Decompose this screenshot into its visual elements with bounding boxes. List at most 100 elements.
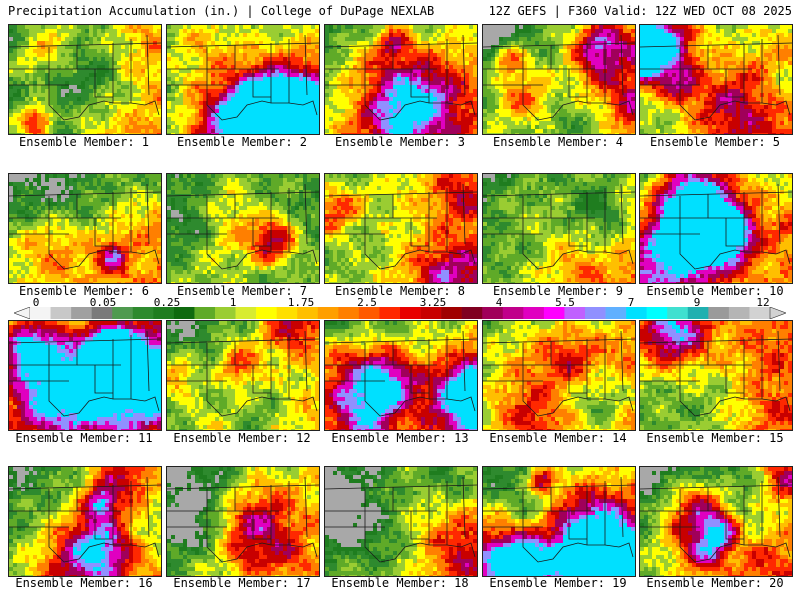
state-border-line: [304, 183, 308, 245]
ensemble-member-label: Ensemble Member: 1: [5, 135, 163, 149]
state-border-line: [252, 218, 271, 247]
state-border-line: [325, 42, 477, 48]
state-border-line: [410, 365, 429, 394]
state-border-line: [94, 69, 113, 98]
state-border-line: [206, 527, 318, 563]
precipitation-field: [483, 25, 635, 134]
legend-color-swatch: [256, 307, 277, 319]
state-border-line: [725, 511, 744, 540]
legend-tick-label: 1.75: [288, 296, 315, 309]
state-border-line: [9, 484, 161, 490]
state-border-line: [9, 191, 161, 197]
legend-tick-label: 4: [496, 296, 503, 309]
state-border-line: [206, 85, 318, 121]
legend-color-swatch: [543, 307, 565, 319]
state-border-line: [410, 511, 429, 540]
precipitation-field: [9, 467, 161, 576]
precipitation-field: [167, 321, 319, 430]
state-border-line: [167, 484, 319, 490]
ensemble-member-map: [639, 320, 793, 431]
ensemble-member-label: Ensemble Member: 5: [636, 135, 794, 149]
precipitation-field: [167, 25, 319, 134]
legend-tick-label: 7: [628, 296, 635, 309]
legend-color-swatch: [482, 307, 504, 319]
state-border-line: [640, 42, 792, 48]
state-border-line: [725, 365, 744, 394]
legend-color-swatch: [276, 307, 298, 319]
legend-tick-label: 9: [694, 296, 701, 309]
legend-color-swatch: [235, 307, 257, 319]
model-run-info: 12Z GEFS | F360 Valid: 12Z WED OCT 08 20…: [489, 4, 792, 18]
legend-color-swatch: [626, 307, 647, 319]
precipitation-field: [325, 467, 477, 576]
legend-color-swatch: [50, 307, 72, 319]
state-border-line: [725, 69, 744, 98]
map-title: Precipitation Accumulation (in.) | Colle…: [8, 4, 434, 18]
legend-color-swatch: [728, 307, 750, 319]
ensemble-member-map: [8, 173, 162, 284]
state-border-line: [146, 476, 150, 538]
ensemble-member-map: [8, 24, 162, 135]
ensemble-member-label: Ensemble Member: 11: [5, 431, 163, 445]
legend-color-swatch: [461, 307, 483, 319]
legend-color-swatch: [441, 307, 462, 319]
ensemble-member-label: Ensemble Member: 19: [479, 576, 637, 590]
legend-color-swatch: [400, 307, 421, 319]
precipitation-field: [640, 174, 792, 283]
state-border-line: [364, 85, 476, 121]
legend-color-swatch: [585, 307, 606, 319]
legend-tick-label: 1: [230, 296, 237, 309]
state-border-line: [206, 234, 318, 270]
state-border-line: [640, 484, 792, 490]
ensemble-member-label: Ensemble Member: 3: [321, 135, 479, 149]
state-border-line: [410, 69, 429, 98]
state-border-line: [94, 511, 113, 540]
precipitation-field: [325, 174, 477, 283]
state-border-line: [777, 476, 781, 538]
state-border-line: [483, 42, 635, 48]
state-border-line: [777, 34, 781, 96]
state-border-line: [94, 365, 113, 394]
precipitation-field: [9, 321, 161, 430]
legend-color-swatch: [30, 307, 51, 319]
legend-tick-label: 2.5: [357, 296, 377, 309]
legend-color-swatch: [564, 307, 586, 319]
legend-color-swatch: [523, 307, 545, 319]
legend-color-swatch: [708, 307, 730, 319]
state-border-line: [483, 191, 635, 197]
ensemble-member-label: Ensemble Member: 13: [321, 431, 479, 445]
legend-low-arrow: [14, 307, 31, 319]
legend-color-swatch: [687, 307, 709, 319]
state-border-line: [640, 338, 792, 344]
precipitation-field: [325, 25, 477, 134]
legend-color-swatch: [153, 307, 175, 319]
legend-color-swatch: [91, 307, 113, 319]
precipitation-field: [167, 467, 319, 576]
ensemble-member-label: Ensemble Member: 8: [321, 284, 479, 298]
state-border-line: [364, 234, 476, 270]
ensemble-member-label: Ensemble Member: 16: [5, 576, 163, 590]
state-border-line: [679, 381, 791, 417]
ensemble-member-map: [324, 24, 478, 135]
legend-tick-label: 3.25: [420, 296, 447, 309]
state-border-line: [304, 330, 308, 392]
state-border-line: [304, 34, 308, 96]
legend-color-swatch: [112, 307, 134, 319]
state-border-line: [777, 183, 781, 245]
legend-color-swatch: [338, 307, 360, 319]
ensemble-member-map: [324, 173, 478, 284]
ensemble-member-label: Ensemble Member: 17: [163, 576, 321, 590]
state-border-line: [640, 191, 792, 197]
state-border-line: [325, 484, 477, 490]
state-border-line: [325, 191, 477, 197]
state-border-line: [483, 338, 635, 344]
legend-color-swatch: [605, 307, 627, 319]
ensemble-member-map: [324, 320, 478, 431]
precipitation-field: [167, 174, 319, 283]
ensemble-member-map: [482, 24, 636, 135]
legend-color-swatch: [667, 307, 689, 319]
legend-color-swatch: [379, 307, 401, 319]
state-border-line: [679, 527, 791, 563]
state-border-line: [364, 381, 476, 417]
state-border-line: [522, 234, 634, 270]
